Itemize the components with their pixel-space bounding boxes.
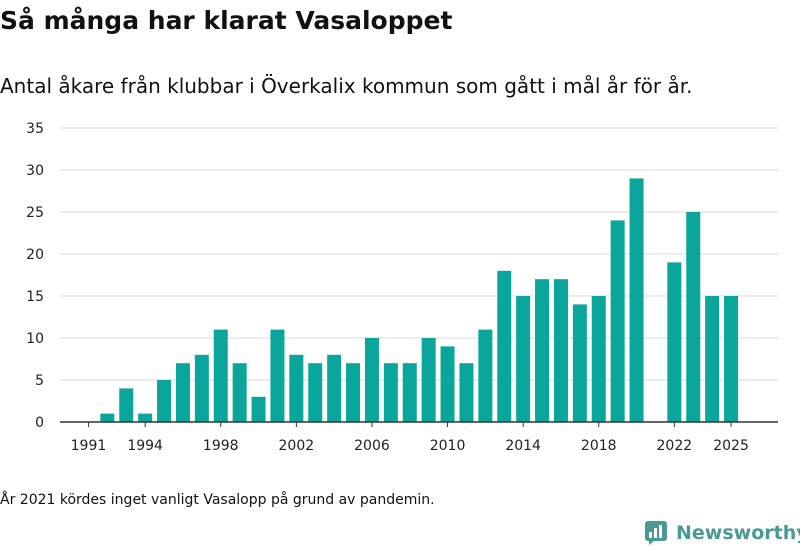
bar-2010 [440,346,455,422]
bar-2015 [535,279,550,422]
bar-1995 [157,380,172,422]
newsworthy-logo-icon [645,521,667,545]
bar-1993 [119,388,134,422]
y-tick-label: 15 [26,289,44,305]
bar-1996 [175,363,190,422]
x-tick-label: 2006 [354,438,390,454]
y-tick-label: 5 [35,373,44,389]
bar-2002 [289,354,304,422]
bar-2023 [686,212,701,422]
bar-2025 [724,296,739,422]
bar-2011 [459,363,474,422]
bar-2006 [364,338,379,422]
bar-2019 [610,220,625,422]
brand-logo[interactable]: Newsworthy [644,520,800,546]
bar-2009 [421,338,436,422]
bar-2017 [572,304,587,422]
bar-2016 [553,279,568,422]
y-tick-label: 0 [35,415,44,431]
bar-2001 [270,329,285,422]
bars [100,178,739,422]
x-tick-label: 1998 [203,438,239,454]
bar-2024 [705,296,720,422]
brand-name: Newsworthy [676,522,800,544]
x-tick-label: 2022 [657,438,693,454]
y-tick-label: 35 [26,121,44,137]
bar-1994 [138,413,153,422]
x-tick-label: 1994 [127,438,163,454]
y-axis-ticks: 0 5 10 15 20 25 30 35 [26,121,44,431]
footnote: År 2021 kördes inget vanligt Vasalopp på… [0,492,435,508]
bar-2013 [497,270,512,422]
y-tick-label: 30 [26,163,44,179]
bar-2000 [251,396,266,422]
bar-2003 [308,363,323,422]
bar-2012 [478,329,493,422]
bar-2008 [402,363,417,422]
chart-subtitle: Antal åkare från klubbar i Överkalix kom… [0,74,693,98]
bar-2014 [516,296,531,422]
y-tick-label: 10 [26,331,44,347]
bar-2004 [327,354,342,422]
bar-2005 [346,363,361,422]
bar-2022 [667,262,682,422]
x-axis-ticks: 1991 1994 1998 2002 2006 2010 2014 2018 2022 2025 [71,422,749,454]
chart-title: Så många har klarat Vasaloppet [0,6,453,35]
bar-1999 [232,363,247,422]
x-tick-label: 1991 [71,438,107,454]
x-tick-label: 2002 [279,438,315,454]
x-tick-label: 2010 [430,438,466,454]
bar-2007 [383,363,398,422]
bar-2018 [591,296,606,422]
bar-1992 [100,413,115,422]
bar-2020 [629,178,644,422]
x-tick-label: 2025 [713,438,749,454]
bar-1997 [194,354,209,422]
x-tick-label: 2018 [581,438,617,454]
x-tick-label: 2014 [505,438,541,454]
y-tick-label: 20 [26,247,44,263]
y-tick-label: 25 [26,205,44,221]
bar-1998 [213,329,228,422]
